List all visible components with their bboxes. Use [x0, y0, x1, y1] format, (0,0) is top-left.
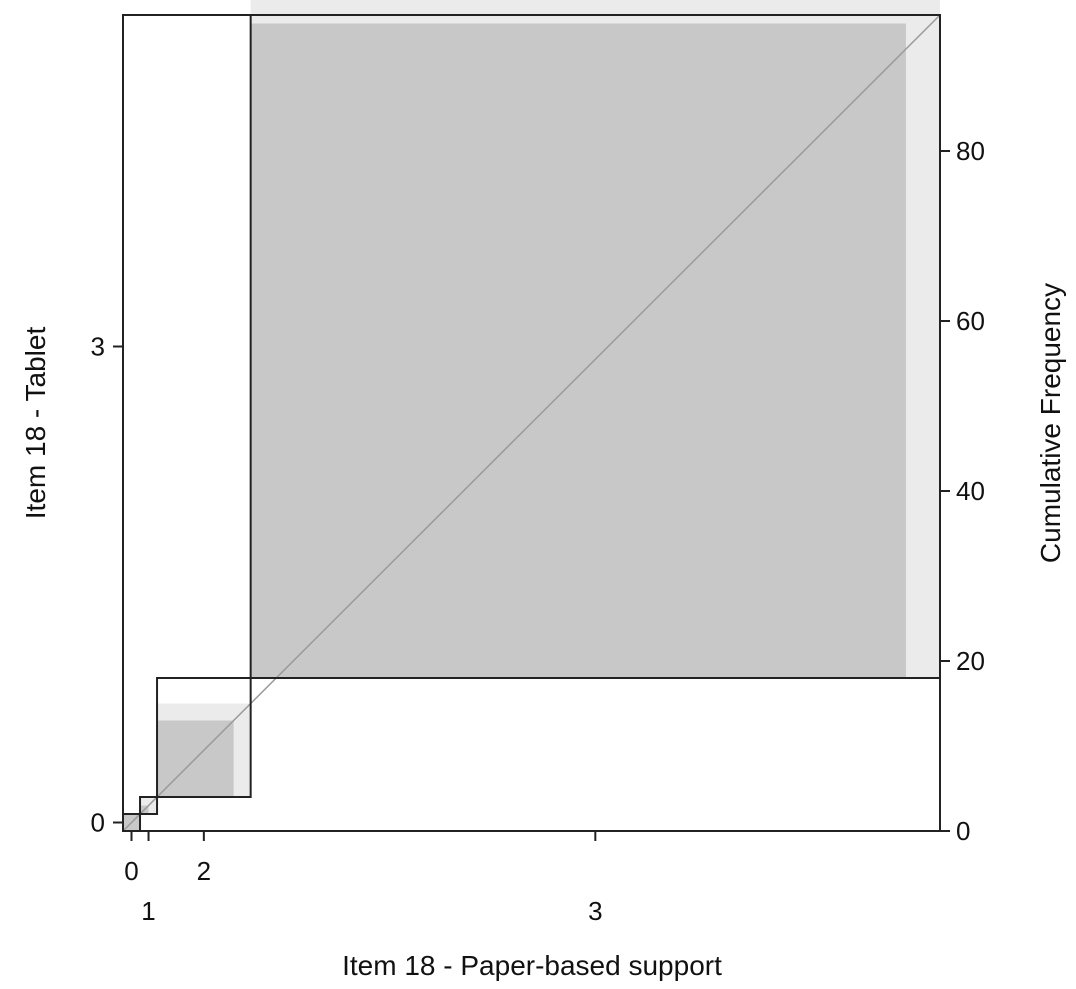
y2-axis-label: Cumulative Frequency: [1035, 283, 1066, 563]
y2-tick-label-80: 80: [956, 136, 985, 166]
y-tick-label-3: 3: [91, 332, 105, 362]
marginal-box-2: [156, 677, 252, 798]
y-axis-label: Item 18 - Tablet: [20, 327, 51, 520]
exact-agreement-rect-3: [250, 23, 906, 678]
x-axis-label: Item 18 - Paper-based support: [342, 950, 722, 981]
y2-tick-label-0: 0: [956, 816, 970, 846]
x-tick-label-0: 0: [124, 856, 138, 886]
exact-agreement-layer: [123, 23, 906, 831]
plot-frame: [122, 14, 941, 832]
y-axis: 03: [91, 332, 123, 838]
x-tick-label-2: 2: [197, 856, 211, 886]
x-axis: 01 2 3: [124, 831, 603, 926]
y2-tick-label-20: 20: [956, 646, 985, 676]
x-tick-label-3: 3: [588, 896, 602, 926]
x-tick-label-1: 1: [141, 896, 155, 926]
diagonal-reference-line: [122, 14, 941, 832]
y2-tick-label-60: 60: [956, 306, 985, 336]
y2-tick-label-40: 40: [956, 476, 985, 506]
y-tick-label-0: 0: [91, 808, 105, 838]
cumulative-frequency-axis: 0 20 40 60 80: [940, 136, 985, 846]
marginal-box-1: [139, 796, 159, 815]
